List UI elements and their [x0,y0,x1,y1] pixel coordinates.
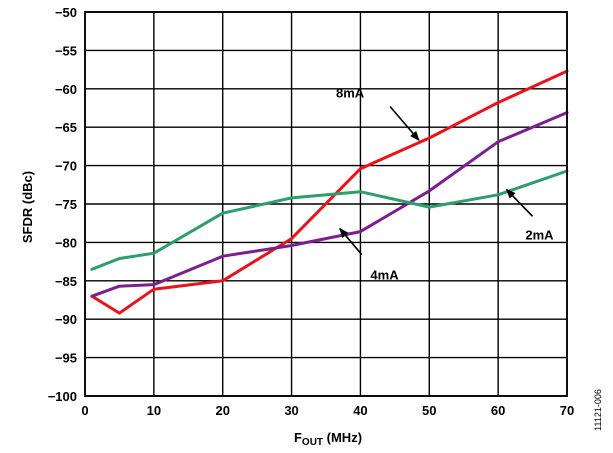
annotation-arrow-4mA [339,227,363,256]
x-tick-label: 20 [215,403,229,418]
y-tick-label: −50 [55,5,77,20]
series-annotations: 8mA 4mA 2mA [336,86,554,283]
x-tick-label: 70 [560,403,574,418]
data-series [90,69,569,315]
series-line-2mA [90,169,569,271]
x-tick-label: 10 [147,403,161,418]
y-tick-label: −65 [55,120,77,135]
y-tick-label: −55 [55,43,77,58]
plot-border [84,11,568,397]
y-tick-label: −95 [55,351,77,366]
y-tick-label: −80 [55,235,77,250]
x-axis-title: FOUT (MHz) [294,430,362,448]
annotation-arrow-2mA [505,188,534,217]
x-tick-label: 60 [491,403,505,418]
series-line-4mA [90,111,569,298]
plot-frame [84,11,568,397]
y-tick-label: −60 [55,82,77,97]
y-tick-label: −90 [55,312,77,327]
x-axis-title-units: (MHz) [323,430,362,445]
x-tick-label: 0 [81,403,88,418]
figure-id: 11121-006 [593,389,603,431]
annotation-label-8mA: 8mA [336,86,365,101]
x-axis-title-main: F [294,430,302,445]
x-axis-title-subscript: OUT [302,437,323,448]
annotation-label-4mA: 4mA [370,268,399,283]
y-tick-label: −70 [55,159,77,174]
y-tick-label: −100 [48,389,77,404]
x-tick-label: 50 [422,403,436,418]
y-axis-title: SFDR (dBc) [20,171,35,243]
annotation-label-2mA: 2mA [525,228,554,243]
x-tick-label: 40 [353,403,367,418]
y-tick-label: −85 [55,274,77,289]
annotation-arrow-8mA [389,105,420,142]
tick-labels: −50 −55 −60 −65 −70 −75 −80 −85 −90 −95 −100 0 10 20 3… [48,5,575,418]
x-tick-label: 30 [284,403,298,418]
series-line-8mA [90,69,569,315]
y-tick-label: −75 [55,197,77,212]
